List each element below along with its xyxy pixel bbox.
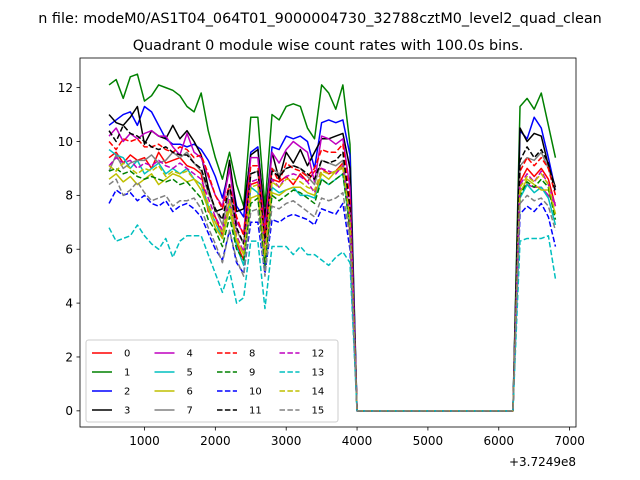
series-layer <box>108 73 557 412</box>
legend-label-7: 7 <box>187 406 193 417</box>
figure-suptitle: n file: modeM0/AS1T04_064T01_9000004730_… <box>38 11 602 27</box>
legend-label-12: 12 <box>312 349 325 360</box>
x-tick-label: 5000 <box>413 434 444 448</box>
legend-label-14: 14 <box>312 387 325 398</box>
series-line-13 <box>108 224 557 412</box>
legend-label-0: 0 <box>124 349 130 360</box>
legend-label-5: 5 <box>187 368 193 379</box>
legend-label-11: 11 <box>249 406 262 417</box>
series-line-14 <box>108 162 557 412</box>
y-tick-label: 10 <box>58 135 73 149</box>
legend-label-13: 13 <box>312 368 325 379</box>
x-tick-label: 6000 <box>483 434 514 448</box>
y-tick-label: 4 <box>65 296 73 310</box>
legend-label-15: 15 <box>312 406 325 417</box>
legend-box <box>85 339 339 423</box>
axes-frame <box>79 57 577 428</box>
legend-label-1: 1 <box>124 368 130 379</box>
legend-label-4: 4 <box>187 349 193 360</box>
legend-label-2: 2 <box>124 387 130 398</box>
y-tick-label: 6 <box>65 243 73 257</box>
legend-label-8: 8 <box>249 349 255 360</box>
series-line-9 <box>108 167 557 412</box>
legend-label-6: 6 <box>187 387 193 398</box>
x-tick-label: 2000 <box>200 434 231 448</box>
y-tick-label: 12 <box>58 81 73 95</box>
x-axis-ticks: 1000 2000 3000 4000 5000 6000 7000 <box>129 427 585 448</box>
legend-label-3: 3 <box>124 406 130 417</box>
y-tick-label: 0 <box>65 404 73 418</box>
x-tick-label: 3000 <box>271 434 302 448</box>
legend-label-10: 10 <box>249 387 262 398</box>
y-axis-ticks: 0 2 4 6 8 10 12 <box>58 81 80 418</box>
y-tick-label: 2 <box>65 350 73 364</box>
y-tick-label: 8 <box>65 189 73 203</box>
x-tick-label: 7000 <box>554 434 585 448</box>
axes-spines <box>79 57 577 428</box>
x-tick-label: 1000 <box>129 434 160 448</box>
legend-label-9: 9 <box>249 368 255 379</box>
x-axis-offset-label: +3.7249e8 <box>509 455 576 469</box>
chart-title: Quadrant 0 module wise count rates with … <box>133 38 524 54</box>
x-tick-label: 4000 <box>342 434 373 448</box>
